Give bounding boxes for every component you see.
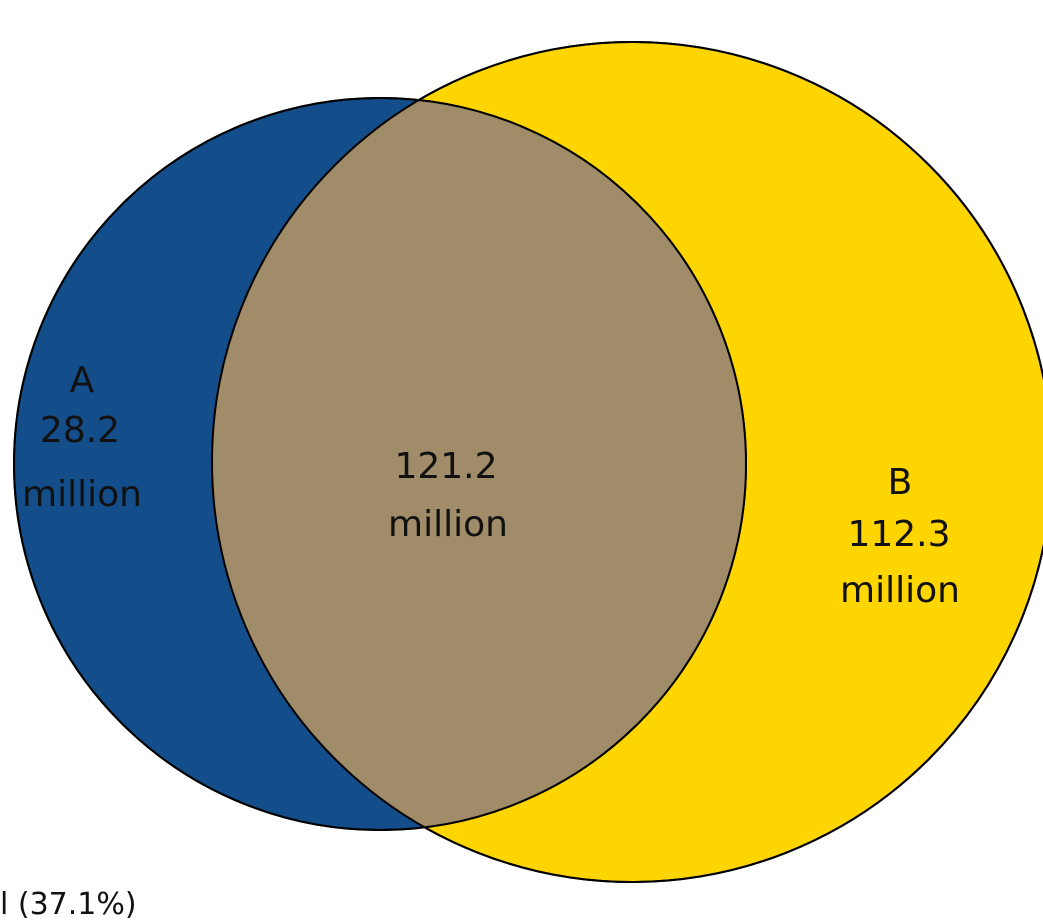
footnote-percentage: l (37.1%) — [0, 887, 137, 921]
set-a-value: 28.2 — [40, 410, 120, 451]
overlap-region — [212, 98, 746, 830]
set-a-outline — [13, 97, 747, 831]
set-a-name: A — [70, 360, 95, 401]
set-b-unit: million — [840, 570, 960, 611]
set-a-unit: million — [22, 474, 142, 515]
set-b-value: 112.3 — [847, 514, 950, 555]
set-b-outline — [211, 41, 1043, 883]
overlap-unit: million — [388, 504, 508, 545]
set-b-name: B — [888, 462, 913, 503]
overlap-value: 121.2 — [394, 446, 497, 487]
